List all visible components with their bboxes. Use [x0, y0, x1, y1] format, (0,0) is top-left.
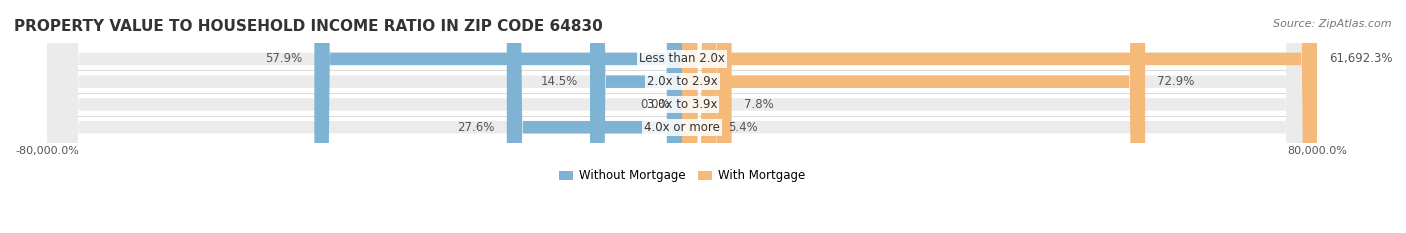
FancyBboxPatch shape	[46, 0, 1317, 233]
Text: 61,692.3%: 61,692.3%	[1329, 52, 1393, 65]
FancyBboxPatch shape	[46, 0, 1317, 233]
FancyBboxPatch shape	[315, 0, 682, 233]
FancyBboxPatch shape	[682, 0, 717, 233]
Text: Less than 2.0x: Less than 2.0x	[640, 52, 725, 65]
Text: PROPERTY VALUE TO HOUSEHOLD INCOME RATIO IN ZIP CODE 64830: PROPERTY VALUE TO HOUSEHOLD INCOME RATIO…	[14, 19, 603, 34]
Text: 0.0%: 0.0%	[641, 98, 671, 111]
Text: 14.5%: 14.5%	[541, 75, 578, 88]
Text: 57.9%: 57.9%	[266, 52, 302, 65]
Text: 72.9%: 72.9%	[1157, 75, 1195, 88]
FancyBboxPatch shape	[682, 0, 1317, 233]
Text: 2.0x to 2.9x: 2.0x to 2.9x	[647, 75, 717, 88]
FancyBboxPatch shape	[46, 0, 1317, 233]
Text: 5.4%: 5.4%	[728, 121, 758, 134]
FancyBboxPatch shape	[682, 0, 731, 233]
Text: 3.0x to 3.9x: 3.0x to 3.9x	[647, 98, 717, 111]
Legend: Without Mortgage, With Mortgage: Without Mortgage, With Mortgage	[560, 169, 806, 182]
FancyBboxPatch shape	[591, 0, 682, 233]
Text: 4.0x or more: 4.0x or more	[644, 121, 720, 134]
Text: Source: ZipAtlas.com: Source: ZipAtlas.com	[1274, 19, 1392, 29]
FancyBboxPatch shape	[46, 0, 1317, 233]
FancyBboxPatch shape	[682, 0, 1144, 233]
FancyBboxPatch shape	[506, 0, 682, 233]
Text: 27.6%: 27.6%	[457, 121, 495, 134]
Text: 7.8%: 7.8%	[744, 98, 773, 111]
